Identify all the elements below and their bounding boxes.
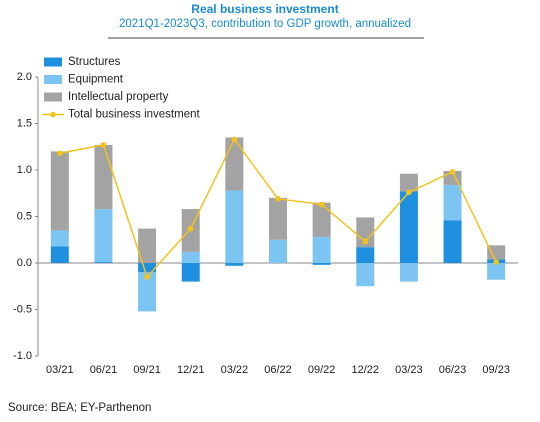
bar-segment	[312, 202, 331, 237]
x-tick-label: 03/21	[46, 364, 74, 376]
y-tick-label: 0.0	[17, 257, 32, 269]
x-tick-label: 09/22	[308, 364, 336, 376]
legend-label: Structures	[68, 56, 121, 68]
bar-segment	[138, 263, 157, 273]
bar-segment	[50, 151, 69, 231]
legend-swatch	[44, 92, 62, 102]
x-tick-label: 03/22	[221, 364, 249, 376]
bar-segment	[225, 190, 244, 263]
bar-segment	[181, 251, 200, 263]
x-tick-label: 06/23	[439, 364, 467, 376]
line-marker	[449, 169, 456, 175]
bar-segment	[312, 236, 331, 263]
line-marker	[187, 225, 194, 232]
line-marker	[406, 189, 412, 196]
bar-segment	[269, 239, 287, 263]
line-marker	[144, 274, 150, 280]
y-tick-label: 2.0	[17, 71, 32, 83]
legend-label: Equipment	[68, 74, 124, 86]
x-tick-label: 06/21	[90, 364, 118, 376]
y-tick-label: -0.5	[13, 303, 32, 315]
bar-segment	[399, 191, 418, 263]
y-tick-label: 1.0	[17, 164, 32, 176]
chart-title: Real business investment	[191, 2, 338, 16]
line-marker	[231, 136, 238, 143]
legend-swatch	[44, 57, 62, 67]
bar-segment	[487, 245, 506, 260]
chart-subtitle: 2021Q1-2023Q3, contribution to GDP growt…	[119, 18, 411, 30]
bar-segment	[225, 263, 244, 266]
line-marker	[362, 238, 369, 245]
line-marker	[57, 150, 63, 157]
y-tick-label: 0.5	[17, 210, 32, 222]
y-tick-label: -1.0	[13, 350, 32, 362]
x-tick-label: 09/23	[482, 364, 510, 376]
legend-label: Intellectual property	[68, 91, 169, 103]
x-tick-label: 09/21	[133, 364, 161, 376]
legend-swatch	[44, 75, 62, 84]
bar-segment	[94, 262, 113, 263]
bar-segment	[399, 173, 418, 192]
bar-segment	[94, 209, 113, 263]
bar-segment	[399, 263, 418, 282]
bar-segment	[225, 137, 244, 191]
y-tick-label: 1.5	[17, 117, 32, 129]
bar-segment	[356, 247, 375, 263]
bar-segment	[356, 217, 375, 248]
bar-segment	[443, 220, 462, 263]
legend-marker	[50, 111, 56, 118]
bar-segment	[94, 144, 113, 210]
source-note: Source: BEA; EY-Parthenon	[8, 402, 151, 414]
line-marker	[275, 196, 281, 202]
bar-segment	[181, 263, 200, 282]
bar-segment	[50, 230, 69, 247]
line-marker	[318, 201, 325, 208]
bar-segment	[138, 228, 157, 263]
line-marker	[100, 142, 107, 148]
x-tick-label: 06/22	[264, 364, 292, 376]
line-marker	[493, 259, 499, 265]
x-tick-label: 03/23	[395, 364, 423, 376]
bar-segment	[269, 197, 287, 240]
bar-segment	[50, 246, 69, 263]
bar-segment	[443, 184, 462, 221]
bar-segment	[356, 263, 375, 287]
bar-segment	[312, 263, 331, 265]
x-tick-label: 12/22	[352, 364, 380, 376]
bar-segment	[138, 272, 157, 312]
legend-label: Total business investment	[68, 109, 200, 121]
bar-segment	[487, 263, 506, 280]
x-tick-label: 12/21	[177, 364, 205, 376]
